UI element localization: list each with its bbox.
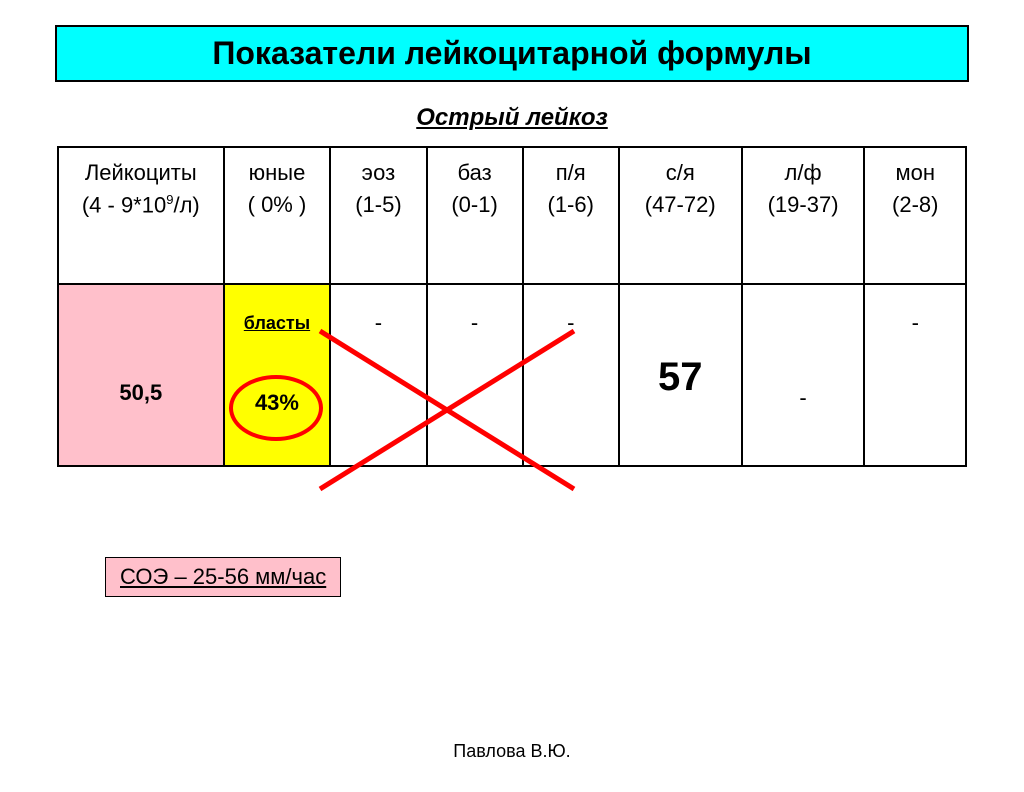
col-leukocytes: Лейкоциты (4 - 9*109/л): [58, 147, 224, 284]
author-label: Павлова В.Ю.: [0, 741, 1024, 762]
slide-title: Показатели лейкоцитарной формулы: [55, 25, 969, 82]
table-data-row: 50,5 бласты 43% - - - 57 - -: [58, 284, 966, 466]
cell-sya: 57: [619, 284, 742, 466]
slide-subtitle: Острый лейкоз: [0, 104, 1024, 132]
cell-baz: -: [427, 284, 523, 466]
table-header-row: Лейкоциты (4 - 9*109/л) юные( 0% ) эоз(1…: [58, 147, 966, 284]
col-baz: баз(0-1): [427, 147, 523, 284]
col-pya: п/я(1-6): [523, 147, 619, 284]
cell-mon: -: [864, 284, 966, 466]
cell-lf: -: [742, 284, 865, 466]
cell-eoz: -: [330, 284, 426, 466]
cell-blasts: бласты 43%: [224, 284, 331, 466]
cell-pya: -: [523, 284, 619, 466]
col-eoz: эоз(1-5): [330, 147, 426, 284]
col-young: юные( 0% ): [224, 147, 331, 284]
soe-value: СОЭ – 25-56 мм/час: [105, 557, 341, 597]
col-lf: л/ф(19-37): [742, 147, 865, 284]
col-mon: мон(2-8): [864, 147, 966, 284]
col-sya: с/я(47-72): [619, 147, 742, 284]
cell-leukocytes: 50,5: [58, 284, 224, 466]
leukocyte-table: Лейкоциты (4 - 9*109/л) юные( 0% ) эоз(1…: [57, 146, 967, 467]
